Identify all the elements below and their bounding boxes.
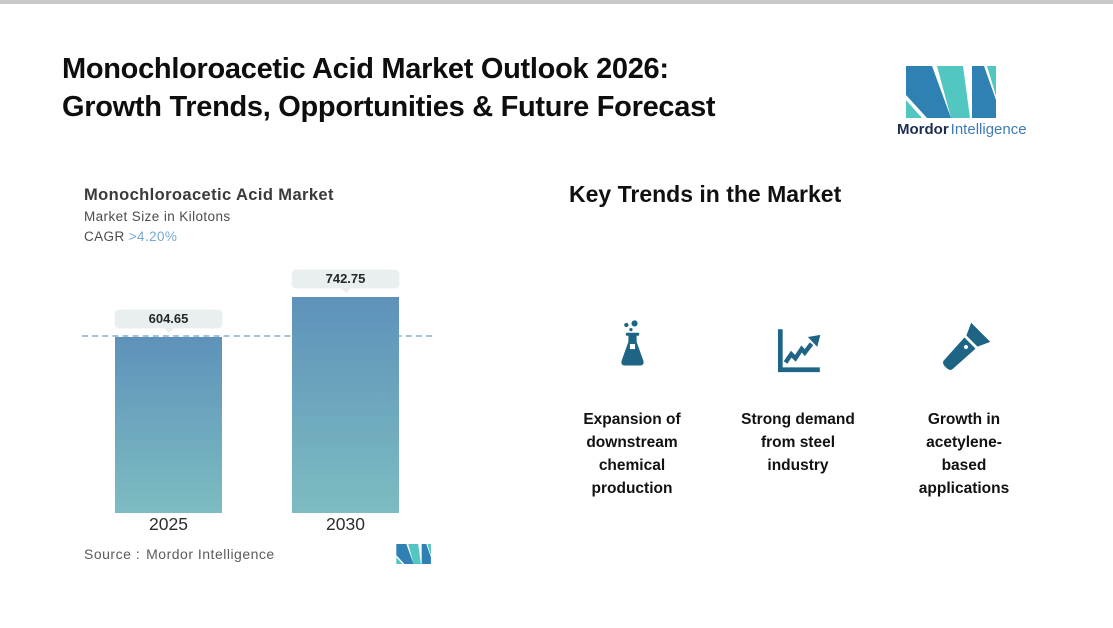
mordor-intelligence-logo-icon — [906, 66, 996, 118]
year-label-2030: 2030 — [326, 514, 365, 534]
x-axis-labels: 2025 2030 — [82, 514, 432, 535]
bar-chart-plot: 604.65 742.75 — [82, 268, 432, 513]
source-text: Source : Mordor Intelligence — [84, 546, 275, 562]
brand-name-light: Intelligence — [950, 121, 1027, 138]
chart-subtitle: Market Size in Kilotons — [84, 209, 231, 224]
cagr-value: >4.20% — [128, 229, 178, 244]
bar-value-label: 604.65 — [115, 310, 222, 333]
bar-group-2025: 604.65 — [115, 268, 222, 513]
cagr-label: CAGR — [84, 229, 125, 244]
mordor-intelligence-logo-icon — [396, 544, 431, 564]
title-line-1: Monochloroacetic Acid Market Outlook 202… — [62, 53, 669, 85]
brand-name-bold: Mordor — [897, 121, 949, 138]
source-row: Source : Mordor Intelligence — [84, 544, 432, 564]
year-label-2025: 2025 — [149, 514, 188, 534]
flask-icon — [612, 310, 653, 376]
trend-item-acetylene-growth: Growth in acetylene- based applications — [889, 310, 1039, 500]
bar-value-label: 742.75 — [292, 270, 399, 293]
top-divider — [0, 0, 1113, 4]
source-label: Source : — [84, 546, 141, 562]
bar-value-2030: 742.75 — [325, 271, 366, 286]
flashlight-icon — [937, 310, 991, 376]
trend-caption: Expansion of downstream chemical product… — [583, 411, 681, 497]
title-line-2: Growth Trends, Opportunities & Future Fo… — [62, 91, 716, 123]
brand-logo: Mordor Intelligence — [897, 66, 1027, 138]
trend-caption: Growth in acetylene- based applications — [918, 411, 1010, 497]
trend-caption: Strong demand from steel industry — [741, 411, 855, 474]
trend-item-steel-demand: Strong demand from steel industry — [723, 310, 873, 500]
bar-value-2025: 604.65 — [148, 311, 189, 326]
page-title: Monochloroacetic Acid Market Outlook 202… — [62, 50, 716, 126]
chart-cagr: CAGR >4.20% — [84, 229, 177, 244]
brand-wordmark: Mordor Intelligence — [897, 121, 1027, 138]
reference-dashed-line — [82, 335, 432, 337]
bar-2025 — [115, 337, 222, 513]
bar-group-2030: 742.75 — [292, 268, 399, 513]
source-value: Mordor Intelligence — [146, 546, 275, 562]
trends-heading: Key Trends in the Market — [569, 181, 842, 207]
bar-2030 — [292, 297, 399, 513]
growth-chart-icon — [772, 310, 824, 376]
chart-title: Monochloroacetic Acid Market — [84, 186, 334, 204]
trend-item-downstream-chemical: Expansion of downstream chemical product… — [557, 310, 707, 500]
trend-row: Expansion of downstream chemical product… — [557, 310, 1039, 500]
